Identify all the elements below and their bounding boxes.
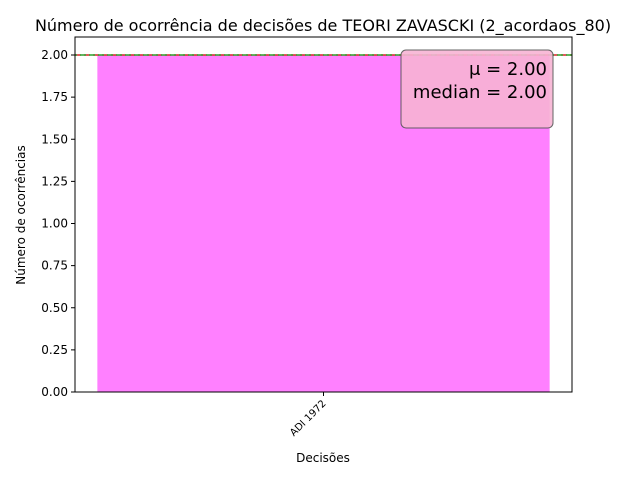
y-tick-label: 0.25 [41, 343, 68, 357]
stats-mean-text: μ = 2.00 [469, 59, 547, 80]
stats-median-text: median = 2.00 [413, 82, 547, 103]
x-axis: ADI 1972 [288, 392, 329, 439]
y-tick-label: 1.75 [41, 90, 68, 104]
y-tick-label: 0.50 [41, 301, 68, 315]
y-axis: 0.00 0.25 0.50 0.75 1.00 1.25 1.50 1.75 2.00 [41, 48, 75, 399]
y-tick-label: 0.75 [41, 259, 68, 273]
y-tick-label: 1.50 [41, 132, 68, 146]
x-axis-label: Decisões [296, 451, 350, 465]
stats-box-background [400, 49, 554, 129]
stats-box: μ = 2.00 median = 2.00 [400, 49, 554, 129]
x-tick-label: ADI 1972 [288, 398, 328, 438]
y-tick-label: 0.00 [41, 385, 68, 399]
chart-title: Número de ocorrência de decisões de TEOR… [35, 16, 611, 36]
y-tick-label: 2.00 [41, 48, 68, 62]
y-tick-label: 1.25 [41, 174, 68, 188]
y-axis-label: Número de ocorrências [14, 145, 28, 285]
y-tick-label: 1.00 [41, 217, 68, 231]
